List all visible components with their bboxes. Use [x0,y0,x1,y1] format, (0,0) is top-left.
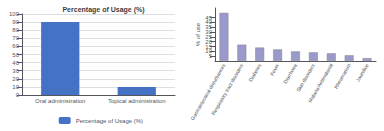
svg-text:10: 10 [12,84,19,90]
svg-text:Topical administration: Topical administration [108,98,166,104]
svg-text:30: 30 [12,68,19,74]
svg-text:0: 0 [16,92,20,98]
svg-text:Percentage of Usage (%): Percentage of Usage (%) [62,6,144,14]
svg-text:60: 60 [12,43,19,49]
svg-text:Fever: Fever [269,62,281,76]
svg-text:5: 5 [208,53,212,60]
svg-text:20: 20 [205,38,212,45]
svg-text:Percentage of Usage (%): Percentage of Usage (%) [76,118,143,124]
svg-text:Malaria/Antimalarial: Malaria/Antimalarial [307,62,334,103]
svg-text:Diarrhoea: Diarrhoea [282,62,298,84]
svg-text:Skin disorders: Skin disorders [295,62,316,93]
svg-text:40: 40 [12,60,19,66]
svg-text:100: 100 [9,11,20,17]
svg-text:30: 30 [205,29,212,36]
svg-text:35: 35 [205,24,212,31]
svg-text:50: 50 [12,52,19,58]
svg-text:% of use: % of use [195,22,201,46]
svg-text:70: 70 [12,35,19,41]
svg-text:45: 45 [205,15,212,21]
svg-text:Oral administration: Oral administration [35,98,85,104]
svg-text:20: 20 [12,76,19,82]
svg-text:90: 90 [12,19,19,25]
svg-text:Gastrointestinal disturbances: Gastrointestinal disturbances [189,62,227,121]
svg-text:Diabetes: Diabetes [247,62,262,82]
svg-text:40: 40 [205,19,212,26]
svg-text:80: 80 [12,27,19,33]
svg-text:Respiratory tract disorders: Respiratory tract disorders [210,62,245,116]
svg-text:15: 15 [205,43,212,50]
svg-text:10: 10 [205,48,212,55]
svg-text:25: 25 [205,33,212,40]
svg-text:Jaundice: Jaundice [354,62,369,82]
svg-text:Rheumatism: Rheumatism [333,62,352,89]
